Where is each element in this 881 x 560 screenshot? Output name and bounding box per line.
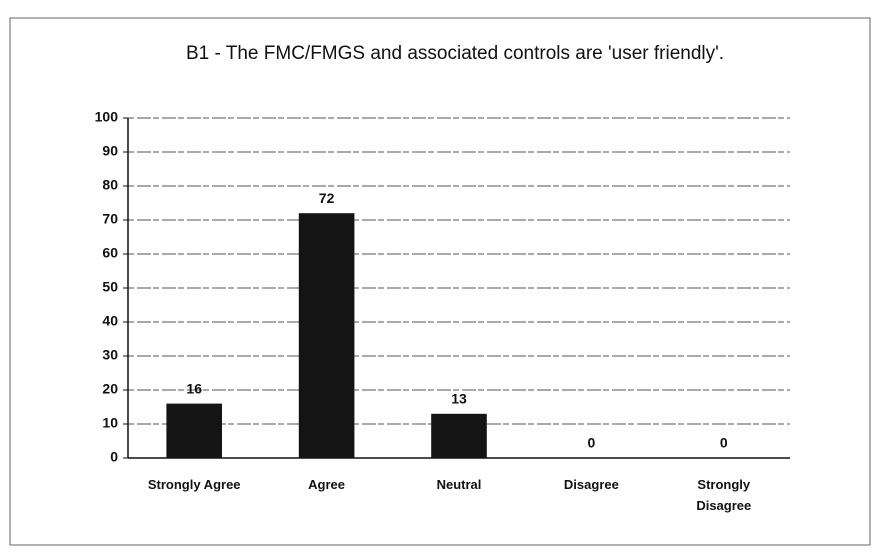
y-tick-label: 90	[102, 143, 118, 159]
data-label: 0	[588, 435, 596, 451]
data-label: 16	[186, 380, 202, 396]
y-tick-label: 50	[102, 279, 118, 295]
y-tick-label: 40	[102, 313, 118, 329]
y-tick-label: 100	[95, 109, 119, 125]
x-tick-label: Strongly Disagree	[696, 477, 752, 513]
y-tick-label: 80	[102, 177, 118, 193]
y-tick-label: 10	[102, 415, 118, 431]
chart-title: B1 - The FMC/FMGS and associated control…	[185, 43, 725, 64]
y-tick-label: 0	[110, 449, 118, 465]
bar	[166, 403, 223, 458]
y-tick-label: 20	[102, 381, 118, 397]
x-tick-label: Strongly Agree	[147, 477, 241, 492]
bar	[298, 213, 355, 458]
data-label: 0	[720, 435, 728, 451]
data-label: 72	[319, 190, 335, 206]
chart-border	[9, 17, 871, 546]
bar	[431, 413, 487, 458]
data-label: 13	[451, 391, 467, 407]
x-tick-label: Agree	[308, 477, 346, 492]
x-tick-label: Disagree	[563, 477, 619, 492]
y-tick-label: 70	[102, 211, 118, 227]
y-tick-label: 30	[102, 347, 118, 363]
x-tick-label: Neutral	[436, 477, 482, 492]
y-tick-label: 60	[102, 245, 118, 261]
